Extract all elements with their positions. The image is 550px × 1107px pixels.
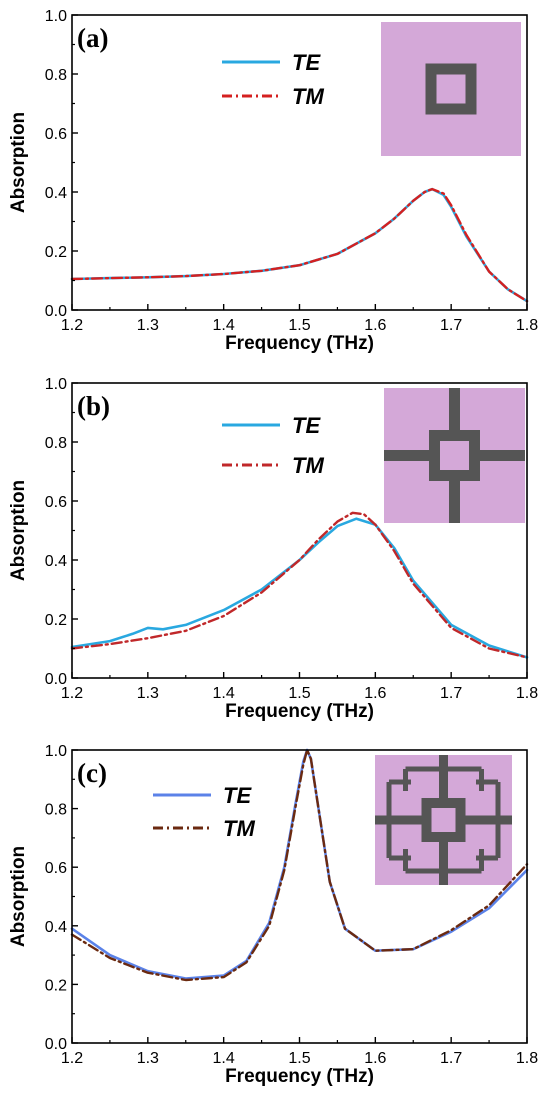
y-axis-label: Absorption xyxy=(8,480,29,581)
y-axis-label: Absorption xyxy=(8,846,29,947)
x-tick-label: 1.2 xyxy=(61,1050,83,1067)
inset-arm-bottom xyxy=(449,475,460,523)
panel-label: (b) xyxy=(77,391,110,421)
x-tick-label: 1.8 xyxy=(516,685,538,702)
inset-arm-right xyxy=(474,450,525,461)
chart-panel-c: 1.2 1.3 1.4 1.5 1.6 1.7 1.8 0.0 0.2 0.4 0.6 0.8 1.0 F… xyxy=(8,743,538,1087)
y-tick-label: 0.8 xyxy=(45,802,67,819)
y-tick-label: 0.2 xyxy=(45,244,67,261)
y-tick-label: 0.6 xyxy=(45,860,67,877)
series-line-te xyxy=(70,187,529,303)
x-tick-label: 1.7 xyxy=(440,685,462,702)
legend-label-tm: TM xyxy=(223,816,255,841)
x-tick-label: 1.3 xyxy=(137,685,159,702)
y-tick-label: 0.8 xyxy=(45,67,67,84)
series-line-tm xyxy=(70,187,529,303)
x-tick-label: 1.4 xyxy=(213,1050,235,1067)
panel-label: (a) xyxy=(77,23,108,53)
x-tick-label: 1.5 xyxy=(288,317,310,334)
x-tick-label: 1.6 xyxy=(364,1050,386,1067)
x-tick-label: 1.7 xyxy=(440,317,462,334)
series-line-tm xyxy=(70,748,529,982)
series-line-tm xyxy=(70,511,529,659)
series-line-te xyxy=(70,517,529,659)
inset-arm-right xyxy=(460,815,512,825)
x-tick-label: 1.5 xyxy=(288,1050,310,1067)
y-tick-label: 0.0 xyxy=(45,671,67,688)
legend-label-te: TE xyxy=(292,50,321,75)
inset-arm-top xyxy=(439,755,448,803)
y-tick-label: 0.6 xyxy=(45,126,67,143)
panel-label: (c) xyxy=(77,758,107,788)
x-tick-label: 1.6 xyxy=(364,317,386,334)
x-tick-label: 1.3 xyxy=(137,1050,159,1067)
y-tick-label: 1.0 xyxy=(45,8,67,25)
x-tick-label: 1.6 xyxy=(364,685,386,702)
x-axis-label: Frequency (THz) xyxy=(225,1066,374,1087)
x-tick-label: 1.3 xyxy=(137,317,159,334)
y-tick-label: 1.0 xyxy=(45,743,67,760)
inset-square-ring xyxy=(425,63,477,115)
x-tick-label: 1.8 xyxy=(516,317,538,334)
legend-label-te: TE xyxy=(292,413,321,438)
legend-label-tm: TM xyxy=(292,453,324,478)
y-tick-label: 0.0 xyxy=(45,1036,67,1053)
x-axis-label: Frequency (THz) xyxy=(225,701,374,722)
x-axis-label: Frequency (THz) xyxy=(225,333,374,354)
x-tick-label: 1.5 xyxy=(288,685,310,702)
y-tick-label: 0.8 xyxy=(45,435,67,452)
inset-arm-top xyxy=(449,388,460,436)
y-axis-label: Absorption xyxy=(8,112,29,213)
x-tick-label: 1.2 xyxy=(61,685,83,702)
y-tick-label: 1.0 xyxy=(45,376,67,393)
x-tick-label: 1.4 xyxy=(213,685,235,702)
x-tick-label: 1.4 xyxy=(213,317,235,334)
x-tick-label: 1.2 xyxy=(61,317,83,334)
y-tick-label: 0.0 xyxy=(45,303,67,320)
y-tick-label: 0.2 xyxy=(45,977,67,994)
y-tick-label: 0.4 xyxy=(45,185,67,202)
y-tick-label: 0.2 xyxy=(45,612,67,629)
y-tick-label: 0.4 xyxy=(45,919,67,936)
x-tick-label: 1.8 xyxy=(516,1050,538,1067)
inset-arm-left xyxy=(375,815,427,825)
x-tick-label: 1.7 xyxy=(440,1050,462,1067)
chart-panel-a: 1.2 1.3 1.4 1.5 1.6 1.7 1.8 0.0 0.2 0.4 0.6 0.8 1.0 F… xyxy=(8,8,538,354)
inset-arm-bottom xyxy=(439,837,448,885)
inset-arm-left xyxy=(384,450,435,461)
y-tick-label: 0.6 xyxy=(45,494,67,511)
y-tick-label: 0.4 xyxy=(45,553,67,570)
chart-panel-b: 1.2 1.3 1.4 1.5 1.6 1.7 1.8 0.0 0.2 0.4 0.6 0.8 1.0 F… xyxy=(8,376,538,722)
inset-background xyxy=(381,22,521,156)
legend-label-tm: TM xyxy=(292,84,324,109)
legend-label-te: TE xyxy=(223,783,252,808)
